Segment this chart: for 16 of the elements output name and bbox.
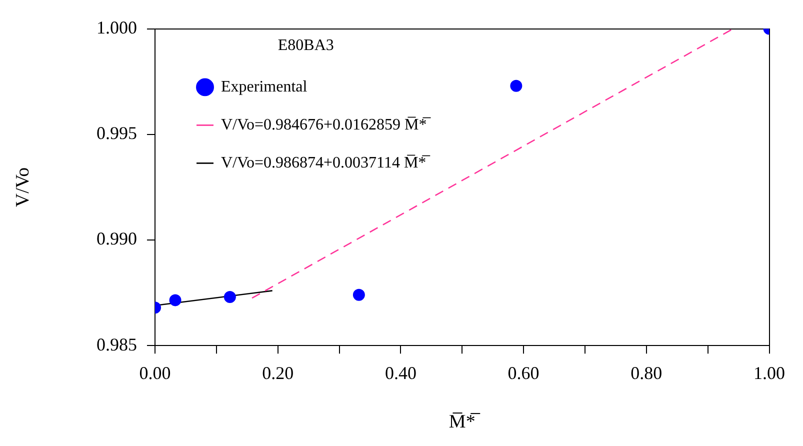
y-tick-label: 1.000 [96, 18, 137, 38]
y-tick-label: 0.995 [96, 123, 137, 144]
y-axis-title: V/Vo [12, 167, 34, 208]
x-tick-label: 0.60 [508, 363, 540, 384]
legend-label: V/Vo=0.984676+0.0162859 M̅*̅ [221, 116, 432, 134]
y-tick-label: 0.990 [96, 228, 137, 249]
x-tick-label: 0.00 [139, 363, 171, 384]
legend-label: Experimental [221, 78, 308, 96]
y-tick-label: 0.985 [96, 334, 137, 354]
legend-title: E80BA3 [278, 37, 334, 54]
x-tick-label: 1.00 [754, 363, 785, 384]
legend-label: V/Vo=0.986874+0.0037114 M̅*̅ [221, 154, 432, 172]
x-tick-label: 0.40 [384, 363, 416, 384]
x-tick-label: 0.80 [630, 363, 662, 384]
x-tick-label: 0.20 [262, 363, 294, 384]
x-axis-title: M̅*̅ [448, 412, 480, 433]
